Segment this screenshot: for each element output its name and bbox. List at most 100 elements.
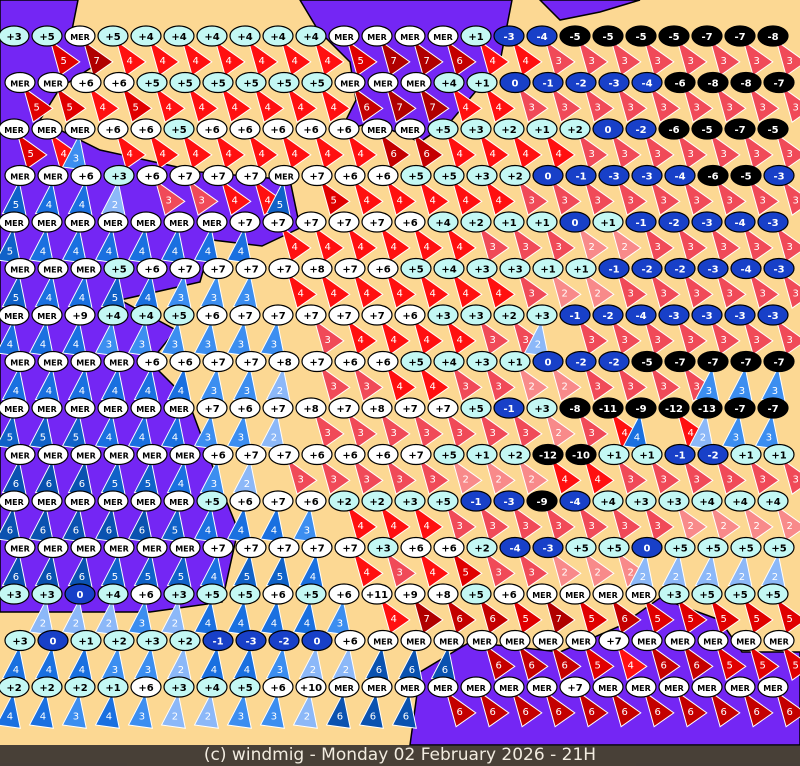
wind-arrow	[0, 691, 21, 729]
wind-force-label: 6	[73, 526, 79, 537]
wind-force-label: 3	[753, 56, 759, 67]
wind-force-label: 3	[720, 335, 726, 346]
temperature-badge	[0, 304, 30, 326]
wind-arrow	[781, 86, 800, 123]
temperature-badge	[625, 211, 657, 233]
temperature-badge	[532, 629, 564, 652]
temperature-label: +5	[177, 79, 192, 90]
map-marker: 2+5	[661, 536, 696, 590]
wind-arrow	[292, 505, 318, 543]
temperature-label: +3	[435, 311, 450, 322]
temperature-label: +6	[78, 172, 93, 183]
wind-force-label: 4	[192, 149, 198, 160]
wind-arrow	[319, 272, 351, 309]
wind-arrow	[385, 365, 417, 402]
map-marker: 5+6	[433, 536, 483, 588]
wind-arrow	[775, 504, 800, 542]
wind-arrow	[412, 597, 444, 635]
temperature-label: -1	[503, 404, 514, 415]
temperature-label: +5	[408, 172, 423, 183]
temperature-label: +6	[111, 79, 126, 90]
wind-force-label: 5	[726, 660, 732, 671]
temperature-label: +6	[78, 79, 93, 90]
temperature-label: -8	[707, 79, 718, 90]
wind-arrow	[445, 411, 477, 449]
temperature-label: -1	[212, 637, 223, 648]
wind-force-label: 2	[594, 567, 600, 578]
temperature-badge	[97, 211, 129, 233]
temperature-badge	[229, 583, 261, 605]
temperature-label: +5	[435, 125, 450, 136]
temperature-label: 0	[314, 637, 321, 648]
temperature-label: -3	[608, 172, 619, 183]
temperature-label: MER	[466, 684, 486, 693]
temperature-label: MER	[4, 312, 24, 321]
wind-force-label: 3	[522, 335, 528, 346]
wind-arrow	[544, 504, 576, 542]
wind-arrow	[391, 691, 417, 729]
temperature-label: MER	[202, 219, 222, 228]
wind-arrow	[484, 365, 516, 402]
map-marker: 2+6	[331, 629, 366, 683]
map-marker: 4-9	[622, 397, 657, 450]
temperature-label: MER	[505, 638, 525, 647]
wind-force-label: 3	[456, 428, 462, 439]
map-marker: 3-7	[694, 350, 729, 404]
wind-arrow	[610, 597, 642, 635]
wind-force-label: 4	[363, 195, 369, 206]
map-marker: 3-7	[763, 71, 800, 123]
map-marker: 3-3	[691, 211, 741, 263]
temperature-badge	[394, 211, 426, 233]
temperature-label: MER	[70, 219, 90, 228]
temperature-label: +3	[375, 544, 390, 555]
wind-force-label: 2	[594, 288, 600, 299]
wind-arrow	[682, 644, 714, 681]
map-marker: 3+1	[763, 443, 800, 495]
temperature-label: MER	[136, 219, 156, 228]
temperature-label: MER	[76, 266, 96, 275]
map-marker: 3-3	[763, 164, 800, 216]
map-marker: 4+11	[361, 583, 411, 635]
map-marker: 2+3	[526, 397, 576, 449]
temperature-badge	[592, 118, 624, 140]
temperature-badge	[163, 211, 195, 233]
map-marker: 3+6	[136, 164, 186, 216]
temperature-label: +6	[303, 125, 318, 136]
temperature-label: MER	[10, 266, 30, 275]
temperature-label: +7	[243, 544, 258, 555]
map-marker: 20	[61, 583, 96, 636]
temperature-badge	[103, 257, 135, 280]
map-marker: 3+7	[259, 304, 294, 357]
wind-force-label: 4	[7, 712, 13, 723]
temperature-label: +4	[699, 497, 714, 508]
wind-force-label: 5	[330, 195, 336, 206]
temperature-label: -5	[767, 125, 778, 136]
temperature-label: -8	[767, 32, 778, 43]
map-marker: 3+7	[301, 350, 351, 402]
map-marker: 2+1	[532, 257, 582, 309]
map-marker: 4+1	[466, 71, 516, 123]
wind-force-label: 4	[291, 149, 297, 160]
temperature-badge	[235, 164, 267, 187]
map-marker: 4+1	[526, 118, 576, 170]
wind-arrow	[709, 132, 741, 170]
map-marker: 3+6	[325, 583, 360, 636]
temperature-label: +6	[402, 218, 417, 229]
temperature-badge	[262, 676, 294, 698]
temperature-label: -6	[674, 79, 685, 90]
wind-arrow	[649, 365, 681, 402]
temperature-badge	[664, 443, 696, 466]
temperature-label: +3	[171, 590, 186, 601]
temperature-badge	[328, 676, 360, 698]
map-marker: 4+5	[433, 164, 483, 216]
map-marker: 3-4	[730, 257, 780, 309]
temperature-badge	[526, 25, 558, 47]
temperature-label: +7	[276, 544, 291, 555]
map-marker: 3-2	[631, 257, 681, 309]
temperature-label: -7	[701, 32, 712, 43]
temperature-label: -3	[668, 311, 679, 322]
